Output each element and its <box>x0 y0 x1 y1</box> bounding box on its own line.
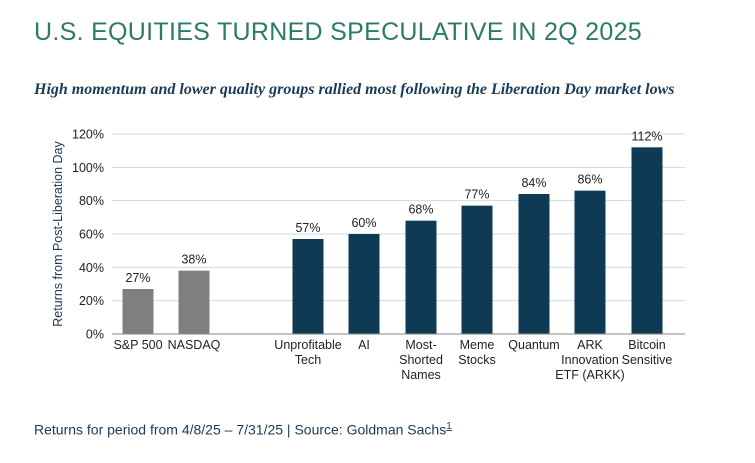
bar <box>518 194 550 334</box>
page-title: U.S. EQUITIES TURNED SPECULATIVE IN 2Q 2… <box>34 18 642 46</box>
bar <box>178 270 210 334</box>
x-tick-label: Most- <box>405 338 436 352</box>
bar-chart: 0% 20% 40% 60% 80% 100% 120% Returns from Post-… <box>51 128 685 382</box>
y-axis-label: Returns from Post-Liberation Day <box>51 141 65 327</box>
x-tick-label: ETF (ARKK) <box>555 368 624 382</box>
y-tick-label: 0% <box>86 328 104 342</box>
bar <box>405 220 437 334</box>
x-tick-label: S&P 500 <box>113 338 162 352</box>
data-label: 27% <box>125 271 150 285</box>
bar <box>292 239 324 334</box>
bar <box>461 205 493 334</box>
x-tick-label: Bitcoin <box>628 338 666 352</box>
x-tick-label: Meme <box>460 338 495 352</box>
x-tick-label: Tech <box>295 353 321 367</box>
footnote-link[interactable]: 1 <box>446 421 452 432</box>
y-tick-label: 20% <box>79 294 104 308</box>
y-tick-label: 60% <box>79 228 104 242</box>
x-tick-label: Innovation <box>561 353 619 367</box>
x-tick-label: Shorted <box>399 353 443 367</box>
x-tick-label: ARK <box>577 338 603 352</box>
x-tick-label: AI <box>358 338 370 352</box>
data-label: 60% <box>351 216 376 230</box>
x-tick-label: Sensitive <box>622 353 673 367</box>
data-label: 77% <box>464 188 489 202</box>
y-tick-label: 80% <box>79 194 104 208</box>
chart-subtitle: High momentum and lower quality groups r… <box>34 81 675 98</box>
bar <box>631 147 663 334</box>
data-label: 84% <box>521 176 546 190</box>
data-label: 57% <box>295 221 320 235</box>
x-tick-label: NASDAQ <box>168 338 221 352</box>
x-tick-label: Unprofitable <box>274 338 341 352</box>
y-tick-label: 100% <box>72 161 104 175</box>
y-tick-label: 40% <box>79 261 104 275</box>
data-label: 68% <box>408 203 433 217</box>
data-label: 86% <box>577 173 602 187</box>
bar <box>122 289 154 334</box>
y-tick-label: 120% <box>72 128 104 142</box>
bar <box>348 234 380 334</box>
x-tick-label: Stocks <box>458 353 496 367</box>
bar <box>574 190 606 334</box>
source-text: Returns for period from 4/8/25 – 7/31/25… <box>34 421 447 438</box>
x-tick-label: Quantum <box>508 338 559 352</box>
source-note: Returns for period from 4/8/25 – 7/31/25… <box>34 421 452 438</box>
x-tick-label: Names <box>401 368 441 382</box>
data-label: 112% <box>631 129 662 143</box>
data-label: 38% <box>181 253 206 267</box>
